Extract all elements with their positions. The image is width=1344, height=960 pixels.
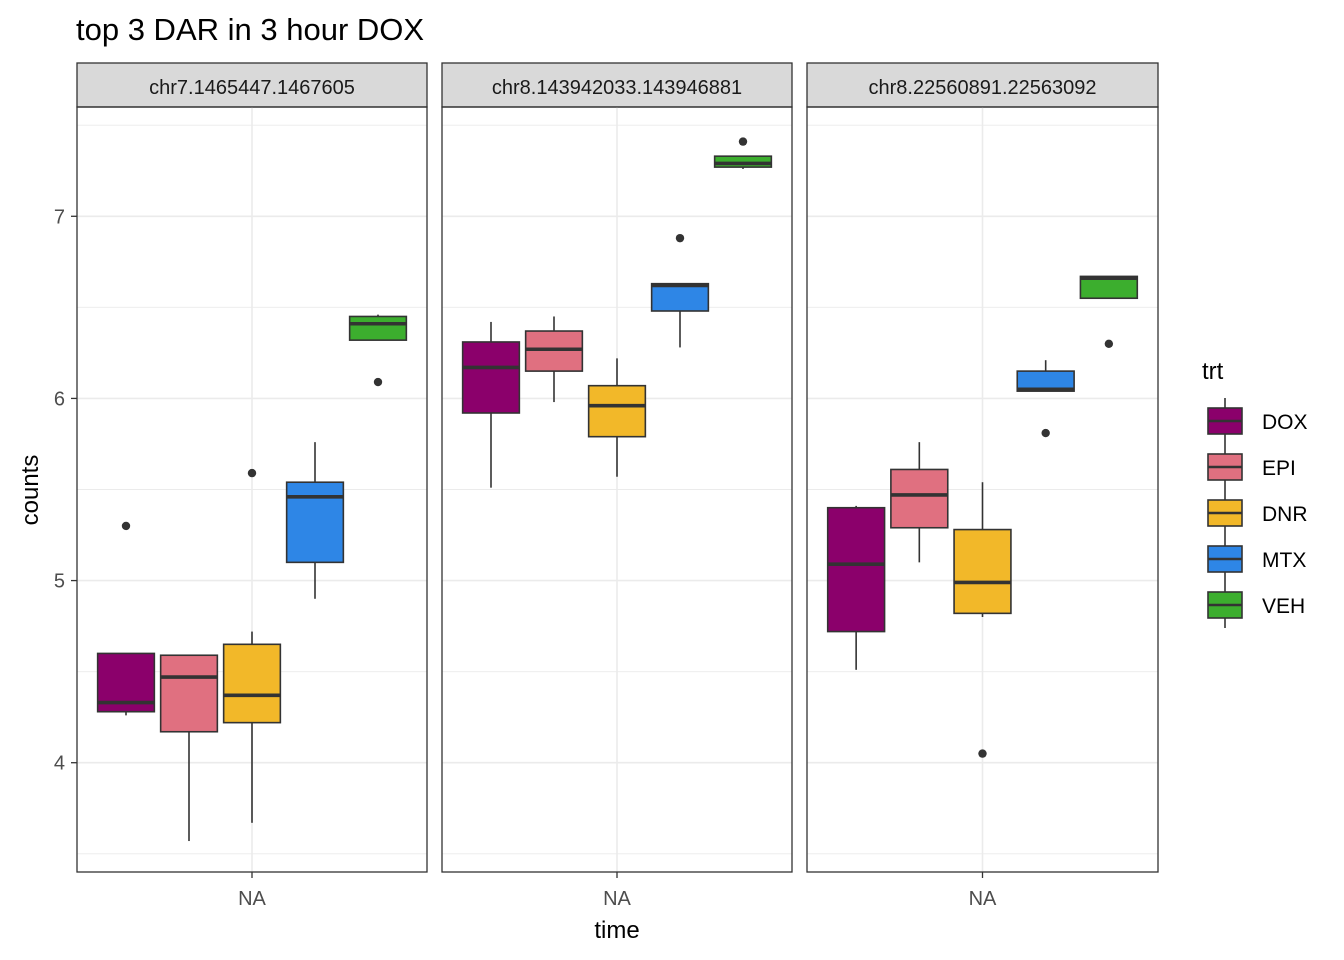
box-dnr [587, 358, 647, 477]
x-axis-label: time [594, 917, 639, 944]
y-tick-label: 4 [54, 753, 65, 775]
gridlines [77, 107, 427, 872]
box-body [159, 654, 219, 733]
outlier-point [978, 749, 987, 758]
box-mtx [1016, 360, 1075, 438]
box-dnr [953, 482, 1012, 758]
facet-strip-label: chr8.22560891.22563092 [869, 77, 1097, 99]
facet-strip [806, 62, 1159, 108]
legend-item-veh: VEH [1207, 582, 1305, 628]
box-body [890, 468, 949, 529]
outlier-point [373, 377, 383, 387]
legend-item-epi: EPI [1207, 444, 1296, 490]
box-epi [524, 316, 584, 403]
facet-strip-label: chr7.1465447.1467605 [149, 77, 355, 99]
outlier-point [247, 468, 257, 478]
box-body [826, 506, 886, 633]
x-tick-label: NA [603, 888, 631, 910]
x-tick-label: NA [238, 888, 266, 910]
box-veh [1079, 275, 1139, 348]
box-mtx [285, 442, 345, 599]
box-body [650, 282, 710, 312]
box-body [461, 341, 521, 414]
facets-layer: chr7.1465447.1467605NAchr8.143942033.143… [54, 62, 1159, 910]
facet-strip-label: chr8.143942033.143946881 [492, 77, 742, 99]
outlier-point [738, 137, 748, 146]
legend: trt DOX EPI DNR MTX VEH [1202, 358, 1308, 628]
outlier-point [1104, 339, 1114, 348]
box-body [524, 330, 584, 372]
box-body [1079, 275, 1139, 300]
outlier-point [1041, 428, 1050, 438]
gridlines [442, 107, 792, 872]
box-veh [348, 314, 408, 387]
box-dox [461, 321, 521, 488]
outlier-point [675, 233, 685, 243]
y-tick-label: 7 [54, 206, 65, 228]
box-mtx [650, 233, 710, 348]
box-epi [890, 442, 949, 563]
y-axis-label: counts [17, 455, 44, 526]
legend-label: DNR [1262, 503, 1308, 526]
legend-label: VEH [1262, 595, 1305, 618]
y-axis: 4 5 6 7 [54, 206, 77, 775]
box-body [348, 315, 408, 341]
box-body [953, 528, 1012, 615]
facet-panel: chr8.143942033.143946881 NA [441, 62, 793, 910]
legend-label: MTX [1262, 549, 1306, 572]
outlier-point [121, 521, 131, 531]
box-dox [826, 505, 886, 670]
facet-panel: chr8.22560891.22563092 NA [806, 62, 1159, 910]
box-body [713, 155, 773, 168]
facet-strip [441, 62, 793, 108]
box-body [1016, 370, 1075, 392]
facet-panel: chr7.1465447.1467605 NA [76, 62, 428, 910]
chart-title: top 3 DAR in 3 hour DOX [76, 12, 424, 47]
box-epi [159, 654, 219, 842]
legend-item-mtx: MTX [1207, 536, 1306, 582]
x-tick-label: NA [969, 888, 997, 910]
y-tick-label: 5 [54, 571, 65, 593]
box-body [587, 384, 647, 438]
box-veh [713, 137, 773, 169]
box-body [222, 643, 282, 724]
box-dox [96, 521, 156, 716]
legend-item-dox: DOX [1207, 398, 1308, 444]
box-body [285, 481, 345, 564]
legend-title: trt [1202, 358, 1224, 385]
facet-strip [76, 62, 428, 108]
legend-label: EPI [1262, 457, 1296, 480]
y-tick-label: 6 [54, 388, 65, 410]
legend-label: DOX [1262, 411, 1308, 434]
legend-item-dnr: DNR [1207, 490, 1308, 536]
box-dnr [222, 468, 282, 823]
